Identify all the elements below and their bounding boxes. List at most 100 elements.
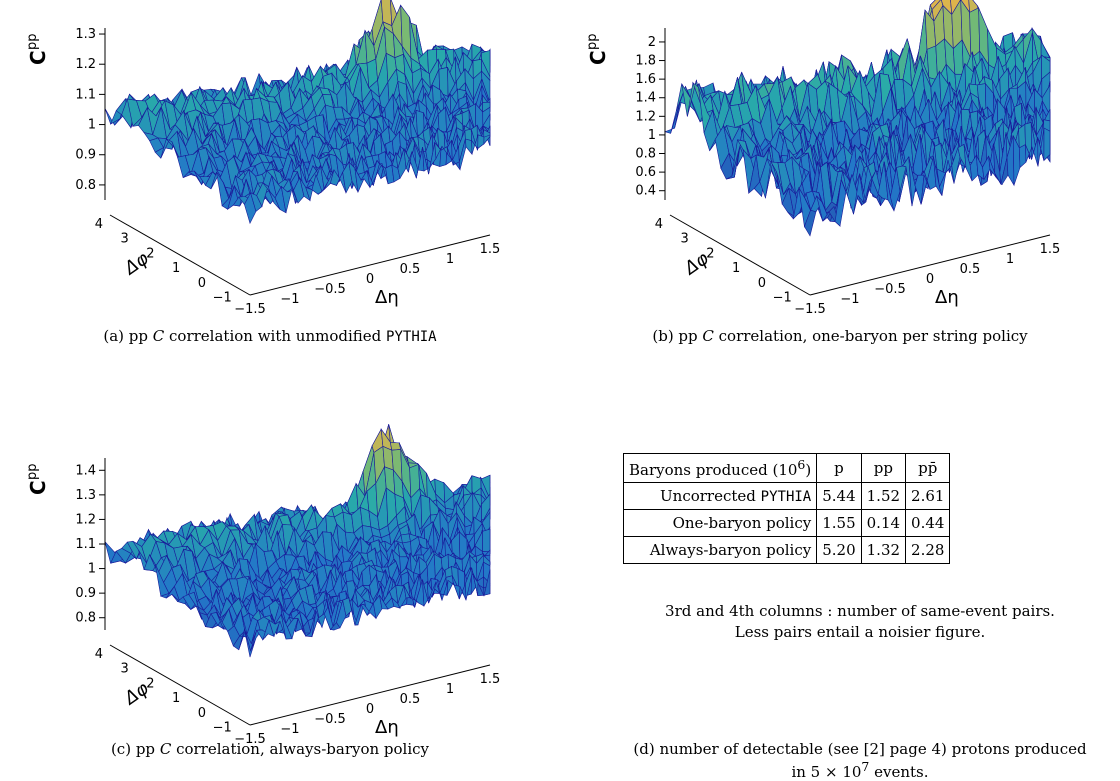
eta-tick-label: −0.5: [314, 712, 346, 727]
phi-tick-label: 0: [198, 706, 206, 721]
caption-a: (a) pp C correlation with unmodified PYT…: [30, 327, 510, 346]
row-label: One-baryon policy: [622, 509, 818, 537]
header-pp: pp: [860, 453, 907, 483]
eta-tick-label: −1.5: [234, 302, 266, 317]
z-tick-label: 1.2: [75, 512, 96, 527]
caption-b-var: C: [702, 327, 714, 345]
surface-cell: [446, 579, 455, 596]
eta-tick-label: 1.5: [480, 242, 501, 257]
z-tick-label: 1: [88, 562, 96, 577]
cell-pp: 0.14: [860, 509, 907, 537]
table-note-line2: Less pairs entail a noisier figure.: [734, 623, 986, 641]
eta-tick-label: 0.5: [960, 262, 981, 277]
phi-tick-label: 0: [198, 276, 206, 291]
eta-tick-label: −1: [280, 292, 299, 307]
caption-d-line1: (d) number of detectable (see [2] page 4…: [633, 740, 1087, 758]
z-tick-label: 1.6: [635, 72, 656, 87]
eta-tick-label: 1.5: [1040, 242, 1061, 257]
surface-cell: [1043, 127, 1051, 162]
phi-tick-label: 4: [95, 647, 103, 662]
surface-plot-a: 0.80.911.11.21.3Cpp43210−1Δφ−1.5−1−0.500…: [25, 0, 500, 317]
caption-a-prefix: (a) pp: [103, 327, 153, 345]
z-axis-label: C: [26, 50, 50, 65]
surface-cell: [406, 456, 418, 464]
eta-tick-label: −1: [280, 722, 299, 737]
phi-axis-line: [109, 214, 251, 296]
z-tick-label: 1.3: [75, 488, 96, 503]
plot-axes: 0.80.911.11.21.3Cpp43210−1Δφ−1.5−1−0.500…: [25, 27, 500, 317]
surface-cell: [483, 569, 491, 597]
row-label: Uncorrected PYTHIA: [622, 482, 818, 510]
table-note-line1: 3rd and 4th columns : number of same-eve…: [665, 602, 1055, 620]
caption-c: (c) pp C correlation, always-baryon poli…: [30, 740, 510, 758]
z-tick-label: 0.6: [635, 165, 656, 180]
caption-d-line2: in 5 × 107 events.: [590, 758, 1120, 781]
phi-tick-label: 2: [146, 246, 154, 261]
baryon-yield-table: Baryons produced (106) p pp pp̄ Uncorrec…: [622, 453, 951, 564]
header-baryons-text: Baryons produced (10: [629, 461, 798, 479]
z-tick-label: 0.8: [75, 178, 96, 193]
caption-d-exponent: 7: [861, 759, 870, 774]
eta-tick-label: 0: [366, 272, 374, 287]
z-axis-label: C: [26, 480, 50, 495]
caption-d-line2-suffix: events.: [869, 763, 929, 781]
phi-tick-label: 3: [680, 232, 688, 247]
eta-tick-label: 1: [446, 252, 454, 267]
eta-tick-label: −1: [840, 292, 859, 307]
phi-tick-label: −1: [213, 291, 232, 306]
row-label: Always-baryon policy: [622, 536, 818, 564]
z-axis-label-sup: pp: [25, 33, 40, 50]
phi-tick-label: 4: [95, 217, 103, 232]
caption-a-text: correlation with unmodified: [164, 327, 387, 345]
eta-tick-label: −1.5: [234, 732, 266, 747]
phi-tick-label: −1: [773, 291, 792, 306]
table-row: One-baryon policy 1.55 0.14 0.44: [622, 509, 951, 537]
cell-p: 5.20: [816, 536, 862, 564]
eta-axis-line: [249, 234, 491, 296]
phi-axis-line: [669, 214, 811, 296]
caption-c-text: correlation, always-baryon policy: [171, 740, 430, 758]
cell-pp: 1.52: [860, 482, 907, 510]
caption-b-text: correlation, one-baryon per string polic…: [713, 327, 1028, 345]
z-axis-label-sup: pp: [25, 463, 40, 480]
z-tick-label: 0.9: [75, 148, 96, 163]
table-row: Uncorrected PYTHIA 5.44 1.52 2.61: [622, 482, 951, 510]
surface-plot-b: 0.40.60.811.21.41.61.82Cpp43210−1Δφ−1.5−…: [585, 0, 1061, 317]
cell-ppbar: 0.44: [905, 509, 951, 537]
z-tick-label: 1.4: [635, 91, 656, 106]
eta-axis-line: [809, 234, 1051, 296]
phi-tick-label: 0: [758, 276, 766, 291]
eta-tick-label: −1.5: [794, 302, 826, 317]
z-tick-label: 0.8: [75, 611, 96, 626]
header-exponent: 6: [797, 457, 806, 472]
eta-tick-label: −0.5: [874, 282, 906, 297]
z-axis-label: C: [586, 50, 610, 65]
caption-b-prefix: (b) pp: [652, 327, 703, 345]
caption-d-line2-prefix: in 5 × 10: [791, 763, 862, 781]
eta-axis-line: [249, 664, 491, 726]
surface-cell: [483, 134, 491, 145]
phi-tick-label: 1: [732, 261, 740, 276]
z-tick-label: 1.8: [635, 54, 656, 69]
phi-tick-label: 3: [120, 662, 128, 677]
surface-cell: [969, 7, 981, 60]
z-tick-label: 1.2: [75, 57, 96, 72]
z-tick-label: 1: [88, 118, 96, 133]
table-row: Always-baryon policy 5.20 1.32 2.28: [622, 536, 951, 564]
header-baryons: Baryons produced (106): [622, 453, 818, 483]
header-close-paren: ): [805, 461, 812, 479]
z-tick-label: 1: [648, 128, 656, 143]
eta-axis-label: Δη: [935, 287, 959, 308]
eta-tick-label: −0.5: [314, 282, 346, 297]
row-label-code: PYTHIA: [760, 489, 812, 505]
cell-p: 5.44: [816, 482, 862, 510]
table-header-row: Baryons produced (106) p pp pp̄: [622, 453, 951, 483]
phi-tick-label: 2: [706, 246, 714, 261]
surface-cell: [1018, 144, 1027, 169]
phi-tick-label: 1: [172, 691, 180, 706]
cell-ppbar: 2.61: [905, 482, 951, 510]
eta-tick-label: 1: [1006, 252, 1014, 267]
eta-tick-label: 0: [926, 272, 934, 287]
caption-c-prefix: (c) pp: [110, 740, 160, 758]
